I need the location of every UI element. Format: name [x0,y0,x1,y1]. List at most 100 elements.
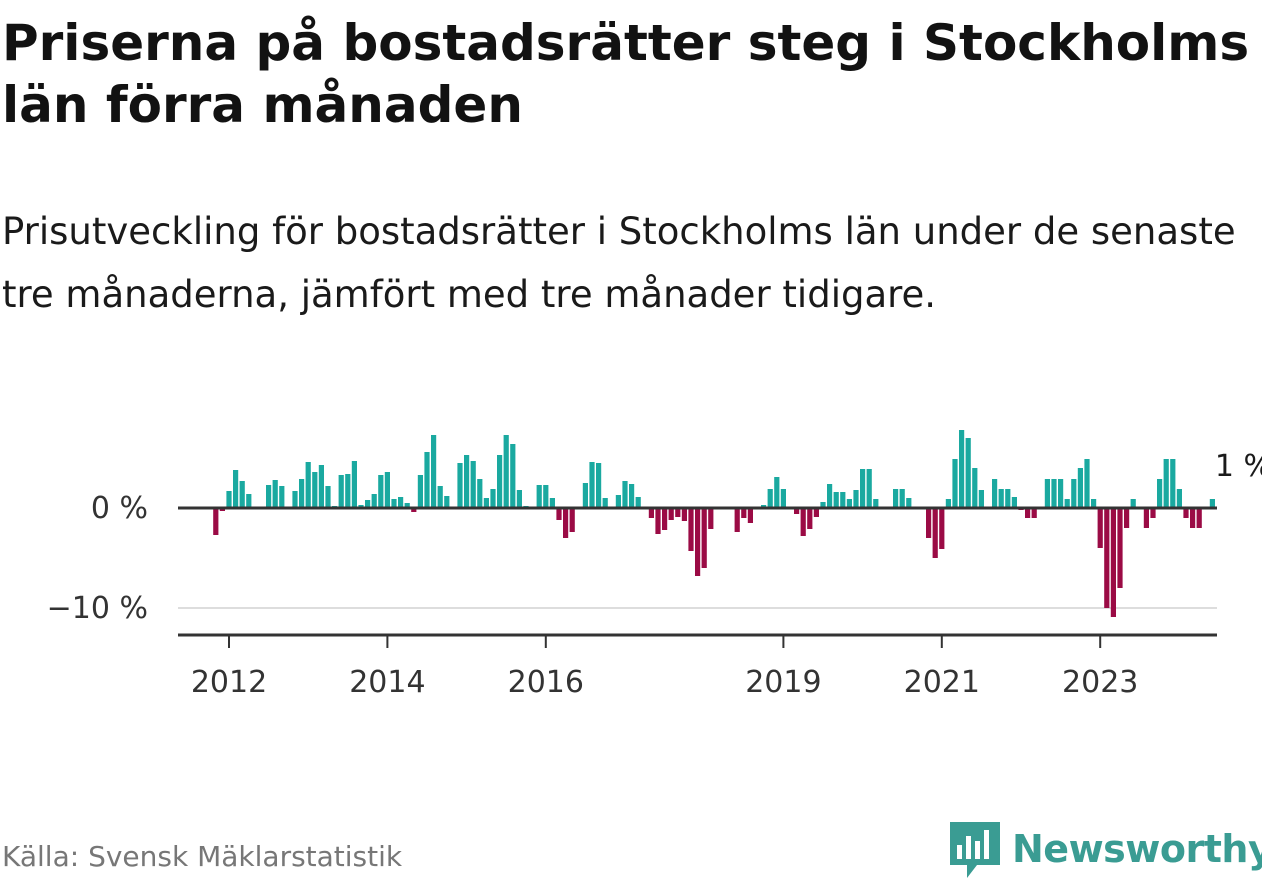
bar [384,472,390,508]
bar [424,452,430,508]
bar [312,472,318,508]
bar [292,491,298,508]
bar [569,508,575,532]
bar [1011,497,1017,508]
bar [906,498,912,508]
bar [807,508,813,529]
bar [536,485,542,508]
x-tick-label: 2021 [904,665,980,700]
bar [444,496,450,508]
bar [622,481,628,508]
bar [708,508,714,529]
chart-title: Priserna på bostadsrätter steg i Stockho… [2,14,1250,134]
bar [582,483,588,508]
x-tick-label: 2019 [745,665,821,700]
bar [477,479,483,508]
bar [1190,508,1196,528]
bar [741,508,747,518]
bar [853,490,859,508]
bar [510,444,516,508]
newsworthy-logo-text: Newsworthy [1012,827,1262,871]
bar [503,435,509,508]
bar [589,462,595,508]
bar [820,502,826,508]
bar [939,508,945,549]
bar [490,489,496,508]
x-tick-label: 2016 [508,665,584,700]
bar [1163,459,1169,508]
bar [1209,499,1215,508]
bar [497,455,503,508]
bar [1170,459,1176,508]
bar [813,508,819,517]
bar [602,498,608,508]
bar [1084,459,1090,508]
bar [662,508,668,530]
bar [747,508,753,523]
bar [688,508,694,551]
bar [239,481,245,508]
bar [827,484,833,508]
bar [780,489,786,508]
x-tick-label: 2023 [1062,665,1138,700]
bar [470,461,476,508]
bar [952,459,958,508]
bar [1071,479,1077,508]
bar [701,508,707,568]
bar [437,486,443,508]
bar [596,463,602,508]
newsworthy-logo[interactable]: Newsworthy [950,818,1262,880]
bar [1124,508,1130,528]
bar [992,479,998,508]
bar [675,508,681,517]
bar [431,435,437,508]
last-value-label: 1 % [1215,449,1262,484]
bar [1150,508,1156,518]
bar [945,499,951,508]
bar [318,465,324,508]
bar [655,508,661,534]
price-change-chart: 0 % −10 % 2012 2014 2016 2019 2021 2023 1 % [47,430,1262,700]
bar [351,461,357,508]
bar [299,479,305,508]
bar [734,508,740,532]
x-tick-label: 2014 [349,665,425,700]
bar [246,494,252,508]
bar [800,508,806,536]
bar [635,497,641,508]
bar [978,490,984,508]
chart-subtitle: Prisutveckling för bostadsrätter i Stock… [2,210,1236,316]
bar [1077,468,1083,508]
bar [1044,479,1050,508]
bar [266,485,272,508]
bar [998,489,1004,508]
bar [1058,479,1064,508]
bar [767,489,773,508]
bar [226,491,232,508]
bar [1031,508,1037,518]
bar [695,508,701,576]
bar [279,486,285,508]
bar [563,508,569,538]
bar [1110,508,1116,617]
bar [457,463,463,508]
bar [1143,508,1149,528]
bar [1005,489,1011,508]
bar [1064,499,1070,508]
bar [860,469,866,508]
bar [866,469,872,508]
bar [926,508,932,538]
bar [1183,508,1189,518]
bar [794,508,800,514]
bar [893,489,899,508]
bar [1051,479,1057,508]
bar [1117,508,1123,588]
bar [965,438,971,508]
bar [615,495,621,508]
bar [972,468,978,508]
bar [668,508,674,520]
bar [305,462,311,508]
bar [365,500,371,508]
x-tick-label: 2012 [191,665,267,700]
bar [549,498,555,508]
